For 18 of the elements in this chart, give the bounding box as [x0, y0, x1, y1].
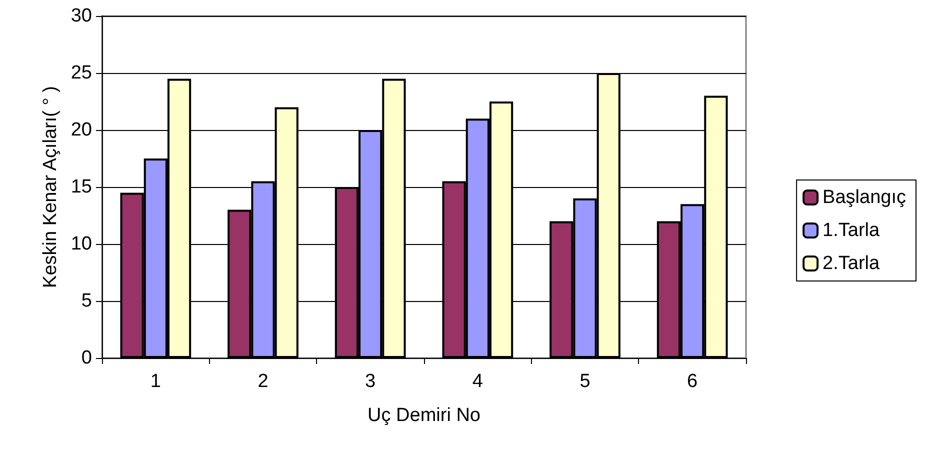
x-axis-title: Uç Demiri No [368, 405, 480, 426]
y-tick-label: 10 [70, 234, 92, 254]
x-tick-label: 2 [258, 371, 268, 392]
y-tick-label: 5 [81, 290, 92, 312]
x-tick-label: 5 [580, 371, 590, 392]
y-tick-label: 20 [70, 120, 92, 140]
x-tick-label: 6 [687, 371, 698, 392]
y-tick-label: 15 [70, 176, 92, 198]
y-axis-title: Keskin Kenar Açıları( ° ) [40, 86, 61, 288]
legend-label: Başlangıç [822, 187, 906, 208]
y-tick-label: 25 [70, 62, 92, 84]
x-tick-label: 4 [472, 371, 484, 392]
x-tick-label: 3 [365, 371, 376, 392]
legend-label: 1.Tarla [822, 220, 880, 241]
y-tick-label: 0 [81, 348, 92, 368]
x-tick-label: 1 [150, 371, 161, 392]
y-tick-label: 30 [70, 6, 92, 26]
legend-label: 2.Tarla [822, 253, 880, 274]
